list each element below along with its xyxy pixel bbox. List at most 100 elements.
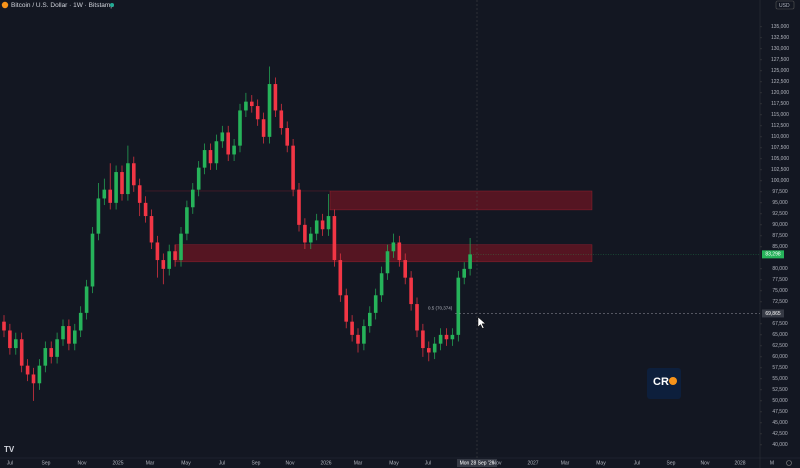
- candle-body: [155, 242, 160, 261]
- y-tick-label: 47,500: [772, 409, 788, 415]
- candle-body: [55, 339, 59, 357]
- candle-body: [409, 277, 413, 305]
- candle-body: [350, 321, 354, 335]
- y-tick-label: 77,500: [772, 277, 788, 283]
- x-tick-label: Mon 28 Sep '26: [460, 460, 495, 466]
- y-tick-label: 135,000: [771, 24, 789, 30]
- y-tick-label: 117,500: [771, 101, 789, 107]
- y-tick-label: 45,000: [772, 420, 788, 426]
- candle-body: [14, 339, 18, 349]
- candle-body: [232, 145, 236, 155]
- x-tick-label: Nov: [286, 460, 295, 466]
- y-tick-label: 52,500: [772, 387, 788, 393]
- candle-body: [102, 189, 107, 199]
- candle-body: [379, 273, 384, 296]
- candle-body: [456, 277, 461, 335]
- y-tick-label: 127,500: [771, 57, 789, 63]
- candle-body: [191, 189, 195, 208]
- candle-body: [31, 374, 36, 384]
- candle-body: [173, 251, 177, 261]
- y-tick-label: 60,000: [772, 354, 788, 360]
- currency-box[interactable]: [775, 0, 795, 10]
- candle-body: [208, 150, 213, 164]
- y-tick-label: 80,000: [772, 266, 788, 272]
- x-tick-label: Nov: [493, 460, 502, 466]
- y-tick-label: 97,500: [772, 189, 788, 195]
- candle-body: [238, 110, 242, 146]
- x-tick-label: 2025: [112, 460, 123, 466]
- candle-body: [468, 254, 472, 269]
- watermark-dot: [669, 377, 677, 385]
- x-tick-label: Jul: [634, 460, 640, 466]
- y-tick-label: 105,000: [771, 156, 789, 162]
- fib-label: 0.5 (70,374): [428, 306, 453, 311]
- y-tick-label: 120,000: [771, 90, 789, 96]
- candle-body: [285, 128, 289, 146]
- candle-body: [326, 216, 331, 230]
- candle-body: [132, 163, 136, 186]
- crosshair-tag-label: 69,865: [765, 311, 781, 317]
- settings-icon[interactable]: [786, 460, 792, 466]
- candle-body: [149, 216, 154, 243]
- candle-body: [273, 84, 278, 111]
- y-tick-label: 57,500: [772, 365, 788, 371]
- y-tick-label: 100,000: [771, 178, 789, 184]
- candle-body: [137, 185, 142, 203]
- symbol-title[interactable]: Bitcoin / U.S. Dollar · 1W · Bitstamp: [11, 2, 114, 9]
- candle-body: [344, 295, 348, 322]
- candle-body: [196, 167, 201, 190]
- candle-body: [61, 326, 65, 340]
- x-tick-label: Nov: [78, 460, 87, 466]
- candle-body: [391, 242, 396, 252]
- candle-body: [84, 286, 89, 313]
- currency[interactable]: USD: [779, 3, 790, 9]
- candle-body: [143, 202, 148, 217]
- y-tick-label: 75,000: [772, 288, 788, 294]
- candle-body: [19, 339, 24, 366]
- candle-body: [373, 295, 378, 313]
- candle-body: [397, 242, 402, 261]
- candle-body: [167, 251, 171, 269]
- candle-body: [385, 251, 390, 274]
- y-tick-label: 62,500: [772, 343, 788, 349]
- candle-body: [303, 224, 307, 243]
- y-tick-label: 132,500: [771, 35, 789, 41]
- candle-body: [261, 119, 266, 137]
- x-tick-label: Mar: [146, 460, 155, 466]
- candle-body: [320, 220, 325, 230]
- x-tick-label: Mar: [354, 460, 363, 466]
- candle-body: [444, 334, 449, 340]
- candle-body: [202, 150, 207, 168]
- candle-body: [309, 233, 313, 243]
- candle-body: [432, 343, 437, 353]
- candle-body: [250, 101, 254, 107]
- candle-body: [96, 198, 101, 234]
- candle-body: [73, 330, 77, 344]
- candle-body: [161, 260, 166, 269]
- watermark-bg: [647, 368, 681, 399]
- candle-body: [421, 330, 425, 349]
- candle-body: [362, 326, 366, 344]
- y-tick-label: 102,500: [771, 167, 789, 173]
- y-tick-label: 112,500: [771, 123, 789, 129]
- x-tick-label: Jul: [7, 460, 13, 466]
- candle-body: [49, 348, 53, 357]
- btc-icon: [1, 1, 9, 9]
- y-tick-label: 50,000: [772, 398, 788, 404]
- y-tick-label: 55,000: [772, 376, 788, 382]
- candle-body: [126, 163, 130, 195]
- x-tick-label: Nov: [701, 460, 710, 466]
- candle-body: [8, 330, 12, 349]
- x-tick-label: Jul: [219, 460, 225, 466]
- x-cursor-tag: [457, 459, 497, 467]
- candle-body: [332, 216, 337, 261]
- candle-body: [267, 84, 272, 137]
- candle-body: [450, 334, 455, 340]
- candle-body: [427, 348, 431, 353]
- y-tick-label: 130,000: [771, 46, 789, 52]
- y-tick-label: 110,000: [771, 134, 789, 140]
- candle-body: [314, 220, 319, 234]
- x-tick-label: Jul: [425, 460, 431, 466]
- candle-body: [368, 312, 372, 327]
